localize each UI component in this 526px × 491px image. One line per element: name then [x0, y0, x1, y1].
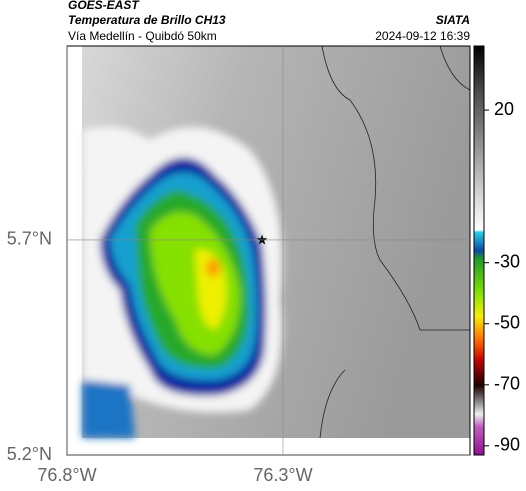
colorbar-tick-label: -70: [494, 374, 520, 394]
subtitle: Temperatura de Brillo CH13: [68, 13, 226, 27]
map-area: ★: [66, 45, 471, 456]
colorbar-tick-label: -90: [494, 435, 520, 455]
y-tick-label: 5.2°N: [7, 444, 52, 464]
colorbar-tick-label: 20: [494, 99, 514, 119]
datetime: 2024-09-12 16:39: [375, 29, 470, 43]
colorbar-tick-label: -50: [494, 313, 520, 333]
border: [319, 45, 471, 439]
colorbar: [473, 45, 485, 456]
colorbar-tick-label: -30: [494, 251, 520, 271]
y-tick-label: 5.7°N: [7, 229, 52, 249]
cloud: [82, 126, 282, 438]
title: GOES-EAST: [68, 0, 140, 12]
x-tick-label: 76.8°W: [37, 465, 96, 485]
x-tick-label: 76.3°W: [253, 465, 312, 485]
source: SIATA: [436, 13, 470, 27]
route: Vía Medellín - Quibdó 50km: [68, 29, 217, 43]
